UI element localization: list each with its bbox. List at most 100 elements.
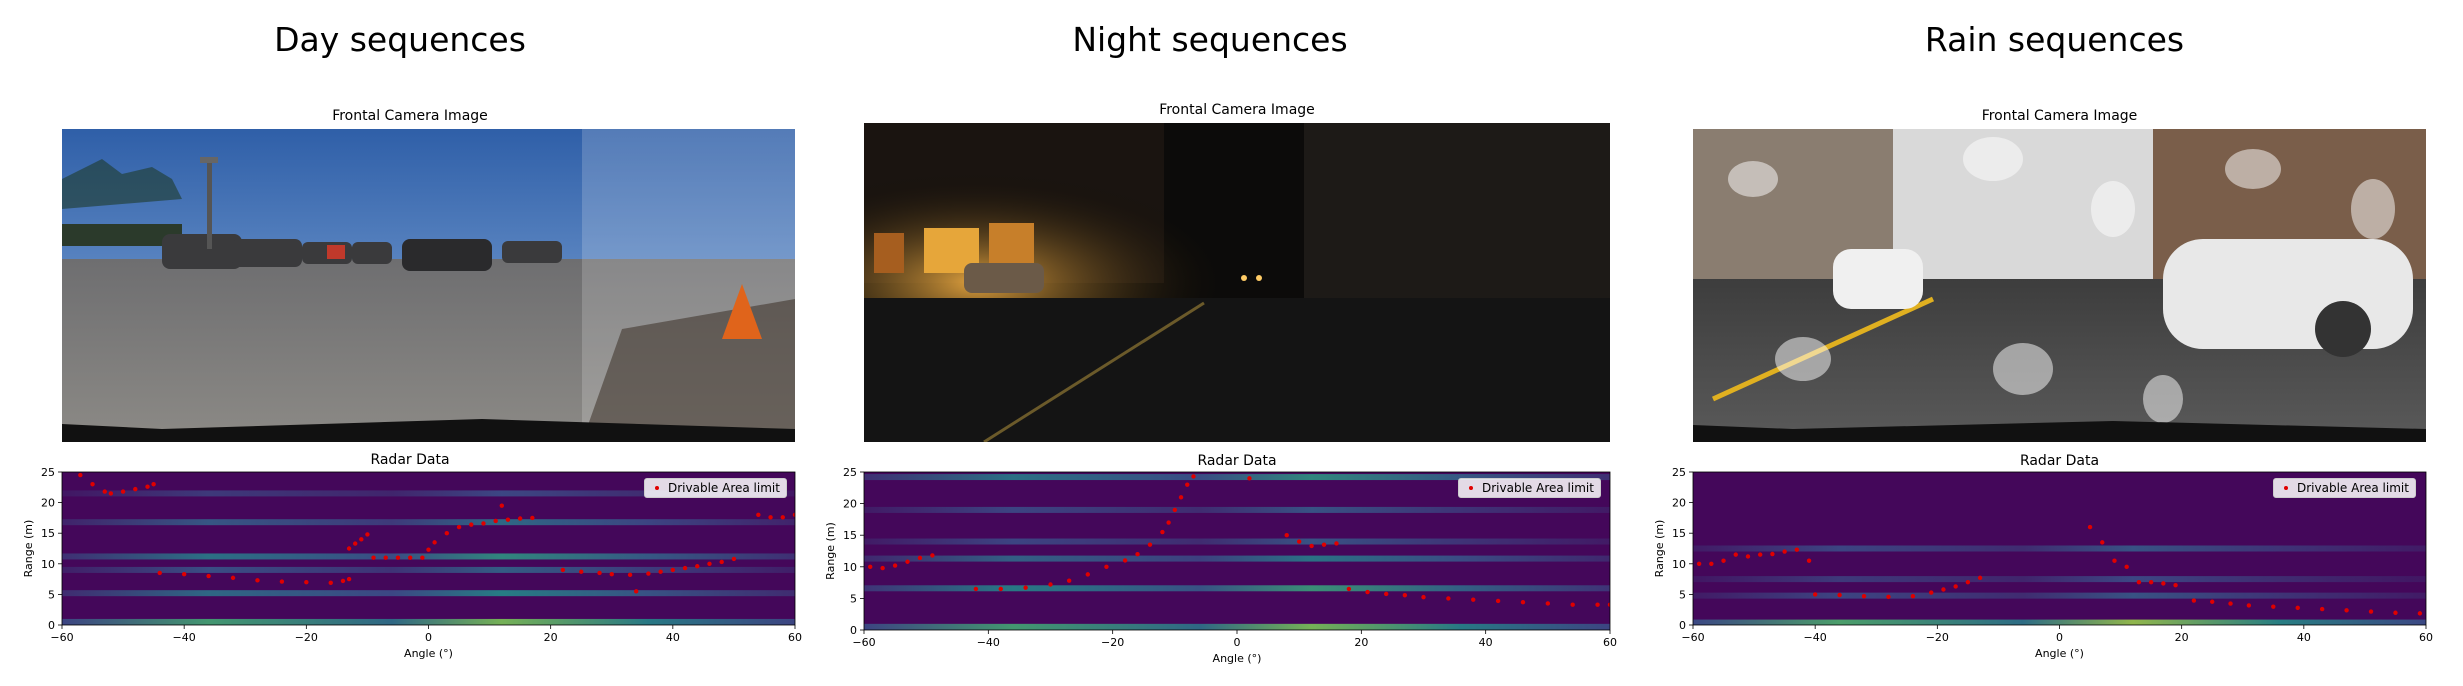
drivable-area-point [456, 524, 462, 530]
drivable-area-point [1284, 533, 1289, 538]
drivable-area-point [1886, 594, 1891, 600]
drivable-area-point [1160, 529, 1165, 535]
legend-marker [1469, 485, 1473, 490]
drivable-area-point [328, 580, 333, 585]
drivable-area-point [579, 569, 584, 574]
x-tick-label: 0 [1234, 636, 1241, 649]
legend: Drivable Area limit [644, 478, 787, 498]
legend-label: Drivable Area limit [2297, 481, 2409, 495]
drivable-area-point [157, 570, 162, 576]
drivable-area-point [1595, 602, 1600, 607]
x-tick-label: 20 [1354, 636, 1368, 649]
y-tick-label: 5 [1679, 588, 1686, 601]
drivable-area-point [493, 518, 498, 524]
drivable-area-point [90, 482, 95, 487]
panel-title: Day sequences [274, 20, 526, 59]
panel-title: Rain sequences [1924, 20, 2185, 59]
drivable-area-point [1421, 594, 1426, 600]
drivable-area-point [1709, 561, 1714, 566]
drivable-area-point [2295, 605, 2300, 611]
radar-title: Radar Data [2019, 453, 2100, 469]
drivable-area-point [731, 556, 737, 562]
drivable-area-point [2124, 564, 2129, 570]
x-tick-label: −20 [1926, 631, 1949, 644]
legend: Drivable Area limit [2273, 478, 2416, 498]
drivable-area-point [2417, 611, 2423, 616]
drivable-area-point [1812, 592, 1818, 597]
x-tick-label: 40 [2297, 631, 2311, 644]
y-axis-label: Range (m) [1653, 520, 1666, 578]
drivable-area-point [868, 564, 873, 569]
heatmap-band [62, 618, 795, 625]
panel-night: Night sequences Frontal Camera Image Rad… [820, 0, 1640, 686]
drivable-area-point [304, 579, 309, 585]
x-tick-label: 60 [788, 631, 802, 644]
drivable-area-point [1296, 539, 1302, 544]
y-tick-label: 0 [48, 619, 55, 632]
drivable-area-point [2271, 604, 2276, 609]
drivable-area-point [1402, 593, 1408, 598]
heatmap-band [1693, 576, 2426, 583]
drivable-area-point [530, 515, 535, 521]
radar-chart-night: −60 −40 −20 0 20 40 60 0 5 10 15 20 25 Angle (°) Range… [824, 466, 1617, 665]
drivable-area-point [432, 540, 437, 545]
x-tick-label: −20 [1101, 636, 1124, 649]
drivable-area-point [230, 575, 236, 581]
y-tick-label: 0 [850, 624, 857, 637]
x-tick-label: −40 [173, 631, 196, 644]
drivable-area-point [1191, 474, 1196, 479]
heatmap-band [62, 590, 795, 597]
drivable-area-point [2344, 608, 2349, 613]
y-tick-label: 5 [850, 592, 857, 605]
drivable-area-point [560, 567, 566, 573]
x-tick-label: 40 [1479, 636, 1493, 649]
drivable-area-point [646, 571, 651, 576]
drivable-area-point [1066, 578, 1072, 583]
heatmap-band [1693, 592, 2426, 599]
y-tick-label: 25 [843, 466, 857, 479]
y-tick-label: 20 [41, 497, 55, 510]
heatmap-band [864, 538, 1610, 545]
drivable-area-point [1696, 561, 1702, 566]
drivable-area-point [1185, 482, 1190, 487]
drivable-area-point [2112, 558, 2117, 563]
heatmap-band [62, 553, 795, 560]
y-tick-label: 10 [1672, 558, 1686, 571]
drivable-area-point [768, 515, 773, 520]
heatmap-band [864, 555, 1610, 562]
drivable-area-point [1545, 601, 1551, 606]
legend: Drivable Area limit [1458, 478, 1601, 498]
drivable-area-point [181, 572, 187, 577]
drivable-area-point [633, 589, 639, 594]
y-tick-label: 5 [48, 588, 55, 601]
drivable-area-point [426, 547, 431, 552]
y-axis-label: Range (m) [22, 520, 35, 578]
drivable-area-point [597, 570, 602, 576]
drivable-area-point [880, 565, 885, 571]
drivable-area-point [2368, 609, 2374, 614]
drivable-area-point [346, 576, 352, 582]
legend-marker [655, 485, 659, 490]
x-tick-label: 0 [425, 631, 432, 644]
x-axis-label: Angle (°) [2035, 647, 2084, 660]
drivable-area-point [719, 559, 724, 565]
heatmap-band [864, 506, 1610, 513]
drivable-area-point [1965, 579, 1971, 585]
heatmap-band [864, 585, 1610, 592]
drivable-area-point [1147, 542, 1153, 547]
drivable-area-point [499, 503, 504, 508]
drivable-area-point [1745, 554, 1751, 559]
drivable-area-point [1977, 575, 1983, 581]
drivable-area-point [340, 578, 346, 584]
camera-title: Frontal Camera Image [1159, 102, 1315, 118]
drivable-area-point [2173, 583, 2178, 588]
heatmap-band [1693, 619, 2426, 625]
x-tick-label: −20 [295, 631, 318, 644]
x-tick-label: 40 [666, 631, 680, 644]
drivable-area-point [359, 537, 364, 542]
radar-title: Radar Data [370, 452, 450, 468]
drivable-area-point [420, 555, 425, 560]
drivable-area-point [353, 541, 358, 546]
drivable-area-point [255, 578, 260, 583]
drivable-area-point [517, 516, 523, 521]
